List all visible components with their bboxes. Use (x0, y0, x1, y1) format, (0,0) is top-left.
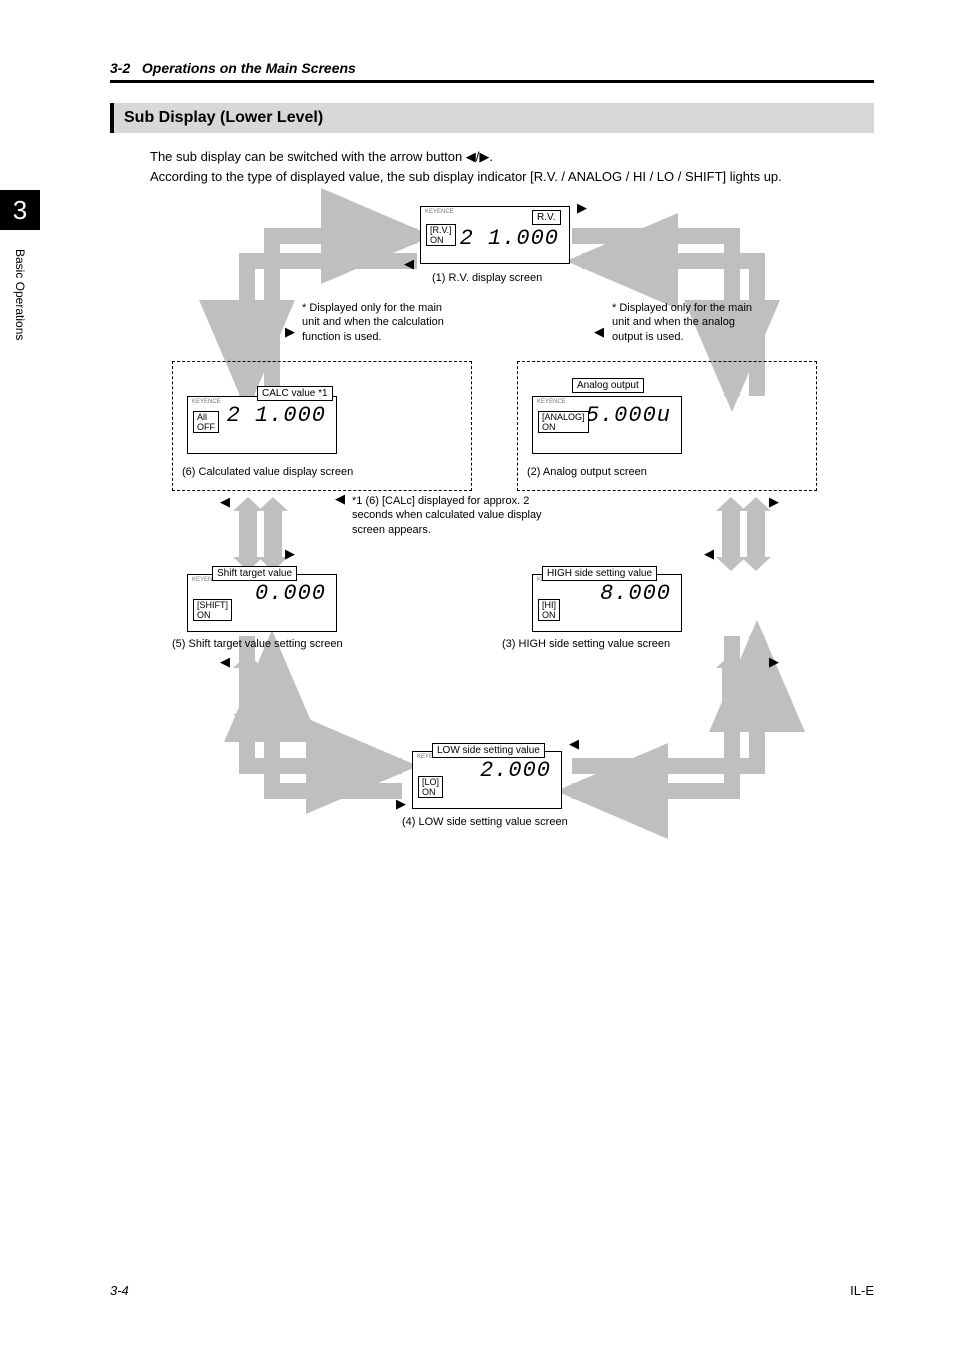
arrow-high-low-2 (747, 666, 765, 716)
nav-right-icon: ▶ (396, 796, 406, 812)
analog-note: * Displayed only for the main unit and w… (612, 301, 762, 344)
calc-display-note: *1 (6) [CALc] displayed for approx. 2 se… (352, 494, 542, 537)
arrow-analog-high (722, 509, 740, 559)
calc-label: CALC value *1 (257, 386, 333, 401)
low-caption: (4) LOW side setting value screen (402, 816, 568, 828)
intro-line-2: According to the type of displayed value… (150, 167, 874, 187)
nav-left-icon: ◀ (594, 324, 604, 340)
section-number: 3-2 (110, 60, 130, 76)
intro-line-1: The sub display can be switched with the… (150, 147, 874, 167)
arrow-shift-low-2 (264, 666, 282, 716)
section-title: Operations on the Main Screens (142, 60, 356, 76)
nav-left-icon: ◀ (704, 546, 714, 562)
page-footer: 3-4 IL-E (110, 1283, 874, 1298)
calc-indicator: All OFF (193, 411, 219, 433)
nav-left-icon: ◀ (404, 256, 414, 272)
analog-caption: (2) Analog output screen (527, 466, 647, 478)
chapter-side-label: Basic Operations (0, 245, 40, 395)
intro-paragraph: The sub display can be switched with the… (150, 147, 874, 186)
high-caption: (3) HIGH side setting value screen (502, 638, 670, 650)
arrow-high-low (722, 666, 740, 716)
nav-left-icon: ◀ (220, 494, 230, 510)
nav-right-icon: ▶ (577, 200, 587, 216)
sub-heading: Sub Display (Lower Level) (110, 103, 874, 133)
divider (110, 80, 874, 83)
nav-left-icon: ◀ (335, 491, 345, 507)
nav-right-icon: ▶ (285, 324, 295, 340)
low-indicator: [LO] ON (418, 776, 443, 798)
nav-right-icon: ▶ (769, 494, 779, 510)
arrow-analog-high-2 (747, 509, 765, 559)
page-number: 3-4 (110, 1283, 129, 1298)
flow-diagram: KEYENCE 1.0 2 1.000 R.V. [R.V.] ON (1) R… (172, 206, 812, 866)
rv-indicator: [R.V.] ON (426, 224, 456, 246)
arrow-calc-shift (239, 509, 257, 559)
nav-right-icon: ▶ (769, 654, 779, 670)
shift-indicator: [SHIFT] ON (193, 599, 232, 621)
chapter-tab: 3 (0, 190, 40, 230)
arrow-shift-low (239, 666, 257, 716)
nav-left-icon: ◀ (220, 654, 230, 670)
high-label: HIGH side setting value (542, 566, 657, 581)
shift-label: Shift target value (212, 566, 297, 581)
rv-label: R.V. (532, 210, 561, 225)
doc-code: IL-E (850, 1283, 874, 1298)
analog-indicator: [ANALOG] ON (538, 411, 589, 433)
high-indicator: [HI] ON (538, 599, 560, 621)
analog-label: Analog output (572, 378, 644, 393)
low-label: LOW side setting value (432, 743, 545, 758)
rv-caption: (1) R.V. display screen (432, 272, 542, 284)
shift-caption: (5) Shift target value setting screen (172, 638, 343, 650)
nav-right-icon: ▶ (285, 546, 295, 562)
chapter-number: 3 (13, 195, 27, 226)
section-header: 3-2 Operations on the Main Screens (110, 60, 874, 76)
calc-caption: (6) Calculated value display screen (182, 466, 353, 478)
nav-left-icon: ◀ (569, 736, 579, 752)
arrow-calc-shift-2 (264, 509, 282, 559)
calc-note: * Displayed only for the main unit and w… (302, 301, 462, 344)
